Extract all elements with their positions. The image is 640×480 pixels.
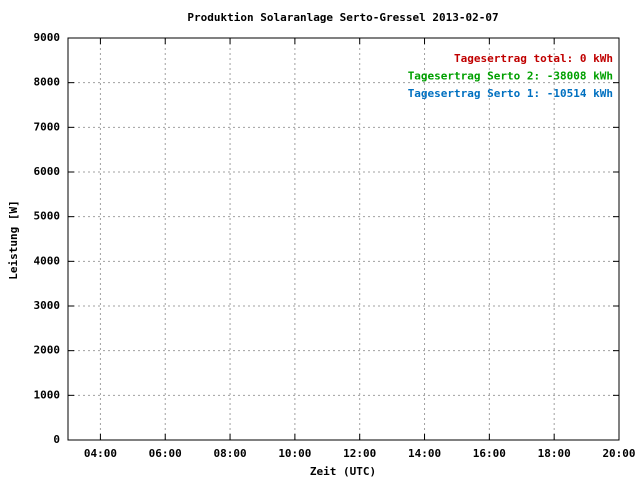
- x-tick-label: 14:00: [408, 447, 441, 460]
- chart-title: Produktion Solaranlage Serto-Gressel 201…: [187, 11, 498, 24]
- x-tick-label: 16:00: [473, 447, 506, 460]
- x-tick-label: 04:00: [84, 447, 117, 460]
- plot-frame: [67, 37, 620, 441]
- x-tick-label: 10:00: [278, 447, 311, 460]
- y-tick-label: 2000: [34, 344, 61, 357]
- x-tick-label: 06:00: [149, 447, 182, 460]
- x-tick-label: 18:00: [538, 447, 571, 460]
- x-tick-label: 20:00: [602, 447, 635, 460]
- x-tick-label: 08:00: [213, 447, 246, 460]
- y-tick-label: 3000: [34, 299, 61, 312]
- y-tick-label: 9000: [34, 31, 61, 44]
- legend-entry: Tagesertrag Serto 2: -38008 kWh: [408, 70, 613, 83]
- y-tick-label: 6000: [34, 165, 61, 178]
- y-tick-label: 0: [53, 433, 60, 446]
- y-tick-label: 5000: [34, 210, 61, 223]
- legend-entry: Tagesertrag total: 0 kWh: [454, 52, 613, 65]
- y-tick-label: 4000: [34, 254, 61, 267]
- x-tick-label: 12:00: [343, 447, 376, 460]
- x-axis-label: Zeit (UTC): [310, 465, 376, 478]
- y-tick-label: 1000: [34, 388, 61, 401]
- legend-entry: Tagesertrag Serto 1: -10514 kWh: [408, 87, 613, 100]
- y-axis-label: Leistung [W]: [7, 200, 20, 279]
- y-tick-label: 8000: [34, 76, 61, 89]
- y-tick-label: 7000: [34, 120, 61, 133]
